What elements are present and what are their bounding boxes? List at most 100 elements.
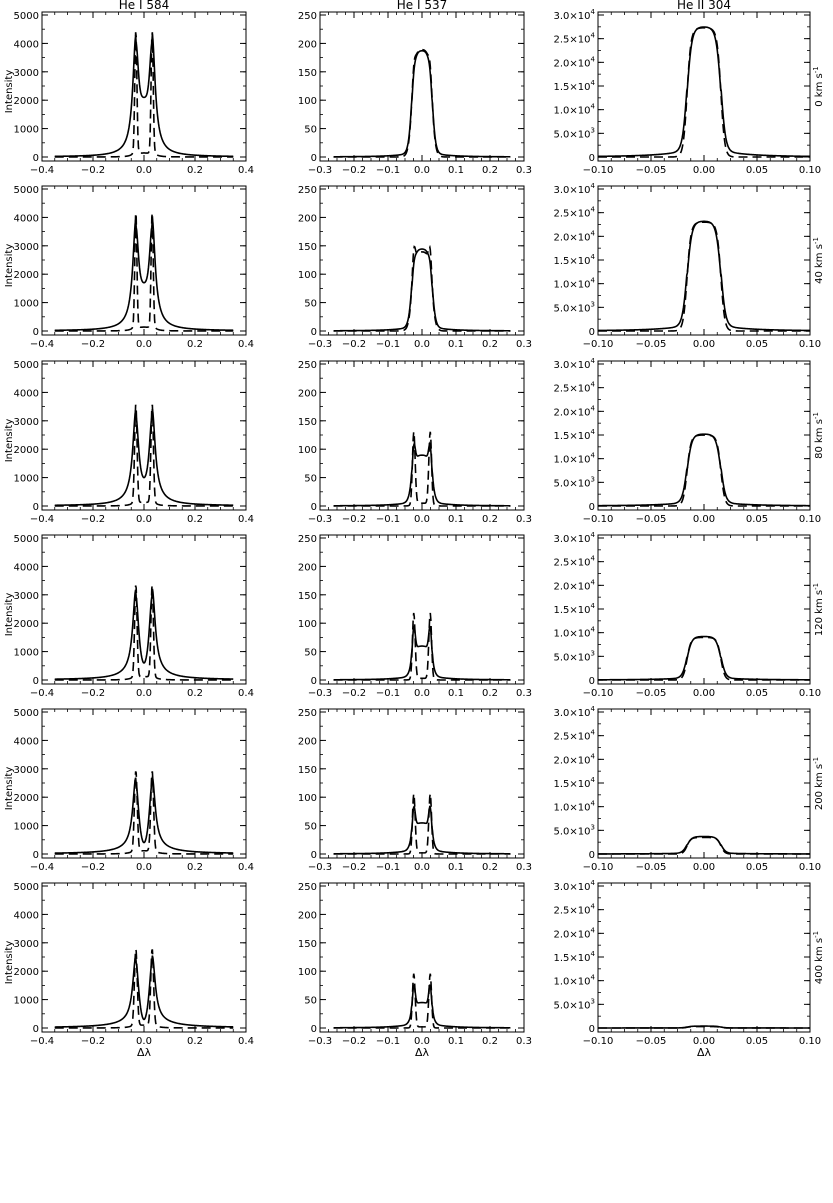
panel-r3-c1: −0.3 −0.2 −0.1 0.0 0.1 0.2 0.3 0 50 100 150 200 250 — [298, 534, 532, 699]
y-tick-label: 1.5×104 — [554, 776, 596, 790]
y-tick-label: 3.0×104 — [554, 879, 596, 893]
x-tick-label: 0.4 — [238, 339, 254, 350]
y-tick-mantissa: 0 — [589, 676, 595, 687]
row-label-main: 120 km s — [814, 590, 825, 636]
y-tick-label: 5.0×103 — [554, 475, 595, 489]
y-tick-exponent: 4 — [591, 357, 596, 365]
x-tick-label: −0.3 — [308, 1036, 332, 1047]
x-tick-label: 0.10 — [799, 862, 821, 873]
x-tick-label: 0.3 — [516, 339, 532, 350]
y-tick-label: 0 — [589, 327, 595, 338]
x-tick-label: 0.05 — [746, 339, 768, 350]
y-tick-exponent: 4 — [591, 776, 596, 784]
axes-frame — [41, 360, 247, 511]
y-tick-label: 5.0×103 — [554, 300, 595, 314]
column-title-1: He I 537 — [397, 0, 447, 12]
x-tick-label: −0.2 — [342, 514, 366, 525]
y-tick-label: 150 — [298, 765, 317, 776]
x-axis-label: Δλ — [697, 1046, 712, 1059]
y-tick-label: 2000 — [14, 270, 39, 281]
y-tick-label: 3000 — [14, 68, 39, 79]
y-tick-label: 0 — [589, 153, 595, 164]
y-tick-label: 100 — [298, 967, 317, 978]
x-tick-label: −0.2 — [81, 514, 105, 525]
y-tick-label: 0 — [33, 676, 39, 687]
y-tick-label: 0 — [311, 676, 317, 687]
panel-r1-c2: −0.10 −0.05 0.00 0.05 0.1005.0×1031.0×1041.5… — [554, 182, 825, 350]
x-tick-label: 0.2 — [187, 339, 203, 350]
row-label: 200 km s-1 — [812, 757, 825, 810]
solid-profile-line — [333, 441, 511, 507]
y-tick-mantissa: 5.0×10 — [554, 478, 591, 489]
solid-profile-line — [333, 49, 511, 158]
dashed-profile-line — [598, 636, 810, 681]
x-tick-label: −0.10 — [583, 862, 614, 873]
x-tick-label: −0.10 — [583, 514, 614, 525]
y-axis-label: Intensity — [4, 244, 15, 288]
y-tick-exponent: 3 — [591, 475, 595, 483]
x-tick-label: 0.05 — [746, 688, 768, 699]
x-tick-label: 0.0 — [414, 1036, 430, 1047]
y-tick-mantissa: 1.5×10 — [554, 431, 591, 442]
x-tick-label: 0.2 — [187, 862, 203, 873]
axes-frame — [597, 534, 811, 685]
y-tick-label: 200 — [298, 213, 317, 224]
x-tick-label: 0.2 — [482, 1036, 498, 1047]
y-tick-exponent: 4 — [591, 79, 596, 87]
solid-profile-line — [598, 835, 810, 855]
y-tick-exponent: 4 — [591, 182, 596, 190]
dashed-profile-line — [333, 431, 511, 507]
x-tick-label: 0.0 — [136, 339, 152, 350]
y-tick-mantissa: 2.0×10 — [554, 232, 591, 243]
dashed-profile-line — [598, 221, 810, 332]
y-tick-label: 3.0×104 — [554, 182, 596, 196]
solid-profile-line — [598, 1025, 810, 1029]
solid-profile-line — [54, 408, 234, 507]
solid-profile-line — [54, 776, 234, 854]
x-tick-label: 0.0 — [136, 1036, 152, 1047]
y-tick-label: 1.0×104 — [554, 277, 596, 291]
row-label-main: 200 km s — [814, 764, 825, 810]
x-tick-label: −0.05 — [636, 165, 667, 176]
x-tick-label: −0.3 — [308, 165, 332, 176]
y-tick-label: 50 — [304, 822, 317, 833]
y-tick-label: 4000 — [14, 562, 39, 573]
y-tick-exponent: 4 — [591, 602, 596, 610]
y-tick-mantissa: 1.5×10 — [554, 779, 591, 790]
y-tick-label: 5.0×103 — [554, 823, 595, 837]
x-tick-label: 0.1 — [448, 1036, 464, 1047]
y-tick-label: 4000 — [14, 39, 39, 50]
y-tick-label: 0 — [589, 676, 595, 687]
y-tick-mantissa: 2.5×10 — [554, 558, 591, 569]
x-tick-label: −0.05 — [636, 862, 667, 873]
x-tick-label: 0.10 — [799, 1036, 821, 1047]
y-tick-mantissa: 1.0×10 — [554, 629, 591, 640]
y-tick-mantissa: 1.0×10 — [554, 455, 591, 466]
panel-r0-c1: −0.3 −0.2 −0.1 0.0 0.1 0.2 0.3 0 50 100 150 200 250 — [298, 11, 532, 176]
y-tick-exponent: 4 — [591, 103, 596, 111]
y-axis-label: Intensity — [4, 419, 15, 463]
y-tick-label: 5.0×103 — [554, 997, 595, 1011]
axes-frame — [319, 11, 525, 162]
x-tick-label: 0.1 — [448, 514, 464, 525]
x-tick-label: −0.05 — [636, 1036, 667, 1047]
axes-frame — [41, 708, 247, 859]
y-tick-label: 50 — [304, 299, 317, 310]
x-tick-label: 0.3 — [516, 862, 532, 873]
solid-profile-line — [333, 805, 511, 855]
x-tick-label: 0.1 — [448, 339, 464, 350]
x-tick-label: −0.3 — [308, 514, 332, 525]
x-tick-label: 0.00 — [693, 1036, 715, 1047]
y-tick-label: 1000 — [14, 996, 39, 1007]
x-tick-label: 0.2 — [482, 514, 498, 525]
y-tick-exponent: 3 — [591, 300, 595, 308]
y-tick-mantissa: 0 — [589, 502, 595, 513]
y-tick-exponent: 3 — [591, 649, 595, 657]
y-tick-mantissa: 2.5×10 — [554, 906, 591, 917]
axes-frame — [319, 185, 525, 336]
y-tick-mantissa: 2.0×10 — [554, 929, 591, 940]
y-tick-label: 2.5×104 — [554, 32, 596, 46]
x-tick-label: 0.3 — [516, 165, 532, 176]
row-label-sup: -1 — [812, 757, 820, 764]
